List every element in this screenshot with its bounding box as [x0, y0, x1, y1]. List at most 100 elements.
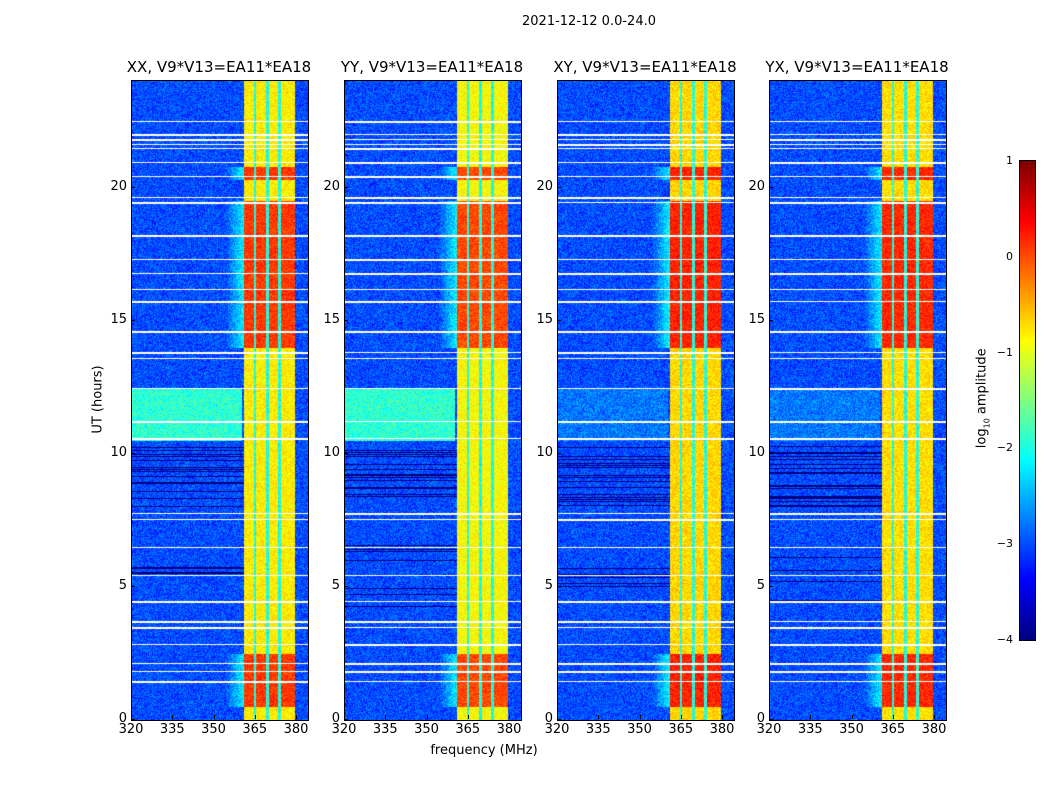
x-tick-label: 365: [242, 722, 268, 737]
spectrogram-panel: [769, 80, 947, 721]
y-tick-mark: [769, 186, 773, 188]
y-tick-mark: [557, 719, 561, 720]
y-tick-mark: [557, 585, 561, 587]
x-tick-label: 365: [668, 722, 694, 737]
x-tick-mark: [557, 715, 558, 719]
panel-title: YY, V9*V13=EA11*EA18: [340, 58, 524, 76]
panel-title: XY, V9*V13=EA11*EA18: [553, 58, 737, 76]
x-tick-mark: [810, 715, 812, 719]
x-tick-label: 335: [797, 722, 823, 737]
y-tick-label: 20: [110, 178, 127, 194]
y-tick-mark: [131, 452, 135, 454]
x-tick-mark: [934, 715, 935, 719]
y-tick-label: 0: [118, 711, 127, 726]
y-tick-label: 10: [536, 444, 553, 460]
spectrogram-heatmap: [345, 81, 521, 720]
y-tick-mark: [131, 319, 135, 321]
y-tick-mark: [131, 186, 135, 188]
x-tick-mark: [426, 715, 428, 719]
panel-title: XX, V9*V13=EA11*EA18: [126, 58, 312, 76]
x-tick-mark: [851, 715, 853, 719]
spectrogram-panel: [344, 80, 522, 721]
panel-title: YX, V9*V13=EA11*EA18: [765, 58, 949, 76]
x-tick-label: 335: [372, 722, 398, 737]
y-tick-mark: [769, 319, 773, 321]
y-tick-label: 10: [110, 444, 127, 460]
y-tick-label: 5: [331, 577, 340, 593]
x-tick-label: 380: [496, 722, 522, 737]
colorbar-label-suffix: amplitude: [974, 348, 990, 419]
y-tick-mark: [131, 585, 135, 587]
colorbar-tick-label: 1: [1006, 154, 1013, 167]
y-tick-label: 20: [536, 178, 553, 194]
colorbar-tick-label: −1: [996, 345, 1013, 359]
x-tick-mark: [213, 715, 215, 719]
x-tick-mark: [892, 715, 894, 719]
spectrogram-heatmap: [558, 81, 734, 720]
y-tick-mark: [557, 319, 561, 321]
y-tick-label: 10: [323, 444, 340, 460]
colorbar-tick-label: 0: [1006, 249, 1013, 263]
x-tick-mark: [131, 715, 132, 719]
y-tick-mark: [344, 319, 348, 321]
x-tick-label: 380: [283, 722, 309, 737]
x-tick-label: 365: [455, 722, 481, 737]
x-tick-label: 350: [201, 722, 226, 737]
y-tick-mark: [769, 719, 773, 720]
spectrogram-panel: [557, 80, 735, 721]
y-tick-mark: [557, 452, 561, 454]
x-tick-mark: [172, 715, 174, 719]
y-tick-label: 5: [544, 577, 553, 593]
colorbar-tick-label: −2: [996, 441, 1013, 455]
y-tick-label: 5: [756, 577, 765, 593]
y-tick-label: 0: [331, 711, 340, 726]
x-tick-label: 320: [756, 722, 782, 737]
x-tick-label: 350: [627, 722, 652, 737]
x-tick-label: 320: [118, 722, 144, 737]
x-tick-label: 320: [544, 722, 570, 737]
x-tick-label: 335: [585, 722, 611, 737]
y-tick-label: 0: [756, 711, 765, 726]
x-tick-label: 380: [709, 722, 735, 737]
y-tick-label: 15: [748, 311, 765, 327]
x-tick-label: 365: [880, 722, 906, 737]
x-tick-mark: [680, 715, 682, 719]
y-tick-label: 15: [323, 311, 340, 327]
y-tick-label: 15: [536, 311, 553, 327]
colorbar-tick-label: −4: [996, 633, 1013, 646]
spectrogram-heatmap: [132, 81, 308, 720]
x-tick-label: 380: [921, 722, 947, 737]
y-tick-label: 10: [748, 444, 765, 460]
y-tick-mark: [344, 452, 348, 454]
y-tick-label: 0: [544, 711, 553, 726]
y-tick-mark: [344, 719, 348, 720]
colorbar-label-prefix: log: [974, 428, 990, 449]
x-tick-mark: [509, 715, 510, 719]
x-tick-label: 350: [839, 722, 864, 737]
y-tick-label: 15: [110, 311, 127, 327]
x-tick-label: 320: [331, 722, 357, 737]
y-tick-mark: [344, 186, 348, 188]
colorbar-gradient: [1020, 161, 1035, 640]
spectrogram-panel: [131, 80, 309, 721]
y-tick-mark: [344, 585, 348, 587]
x-tick-mark: [344, 715, 345, 719]
x-tick-mark: [598, 715, 600, 719]
x-tick-mark: [385, 715, 387, 719]
y-tick-label: 5: [118, 577, 127, 593]
x-tick-mark: [254, 715, 256, 719]
x-tick-mark: [296, 715, 297, 719]
x-tick-mark: [769, 715, 770, 719]
colorbar-label: log10 amplitude: [975, 325, 992, 471]
figure-title: 2021-12-12 0.0-24.0: [522, 14, 656, 29]
colorbar: [1019, 160, 1036, 641]
spectrogram-heatmap: [770, 81, 946, 720]
y-tick-mark: [131, 719, 135, 720]
x-axis-label: frequency (MHz): [430, 743, 538, 758]
colorbar-label-sub: 10: [982, 418, 992, 429]
x-tick-label: 350: [414, 722, 439, 737]
colorbar-tick-label: −3: [996, 537, 1013, 551]
x-tick-mark: [639, 715, 641, 719]
y-tick-label: 20: [748, 178, 765, 194]
y-tick-mark: [557, 186, 561, 188]
